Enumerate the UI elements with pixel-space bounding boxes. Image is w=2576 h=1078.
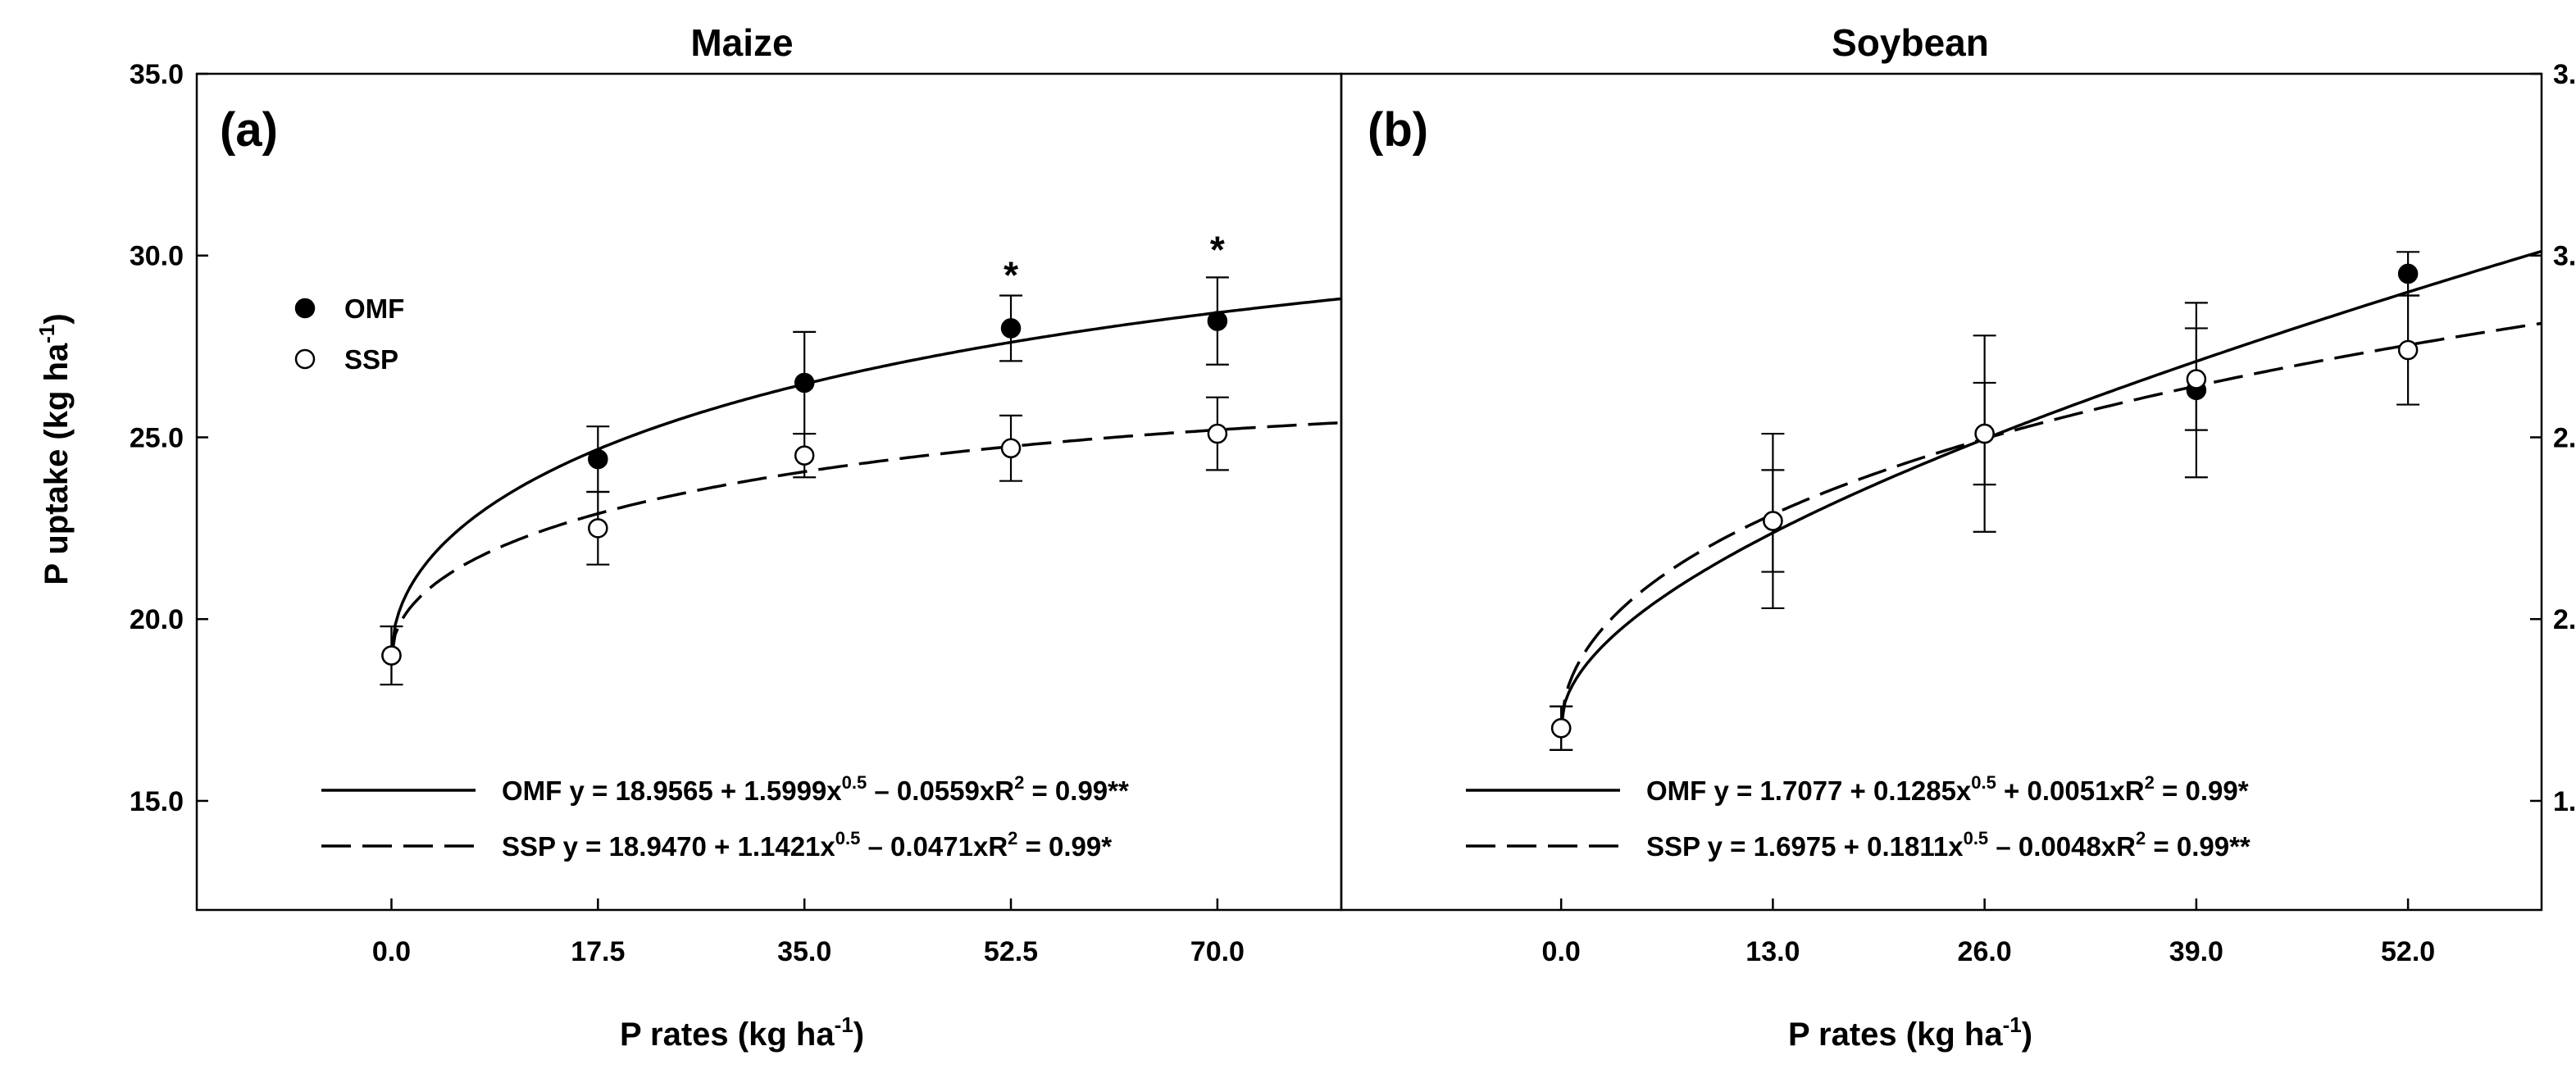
data-point-ssp <box>1207 423 1228 444</box>
equation-text: – 0.0471x <box>860 831 989 862</box>
data-point-omf <box>2397 263 2419 284</box>
significance-marks: ** <box>1004 228 1225 296</box>
data-point-ssp <box>2397 339 2419 361</box>
panel-label: (a) <box>220 103 278 157</box>
x-tick-label: 13.0 <box>1745 936 1800 967</box>
y-tick-label: 3.0 <box>2553 241 2576 272</box>
r2-text: = 0.99** <box>2146 831 2251 862</box>
r2-exponent: 2 <box>1014 772 1024 793</box>
r2-text: R <box>994 776 1014 806</box>
x-tick-label: 0.0 <box>372 936 411 967</box>
x-tick-label: 0.0 <box>1542 936 1581 967</box>
y-tick-label: 20.0 <box>130 604 184 635</box>
plot-frame <box>1340 72 2543 912</box>
equation-text: – 0.0559x <box>867 776 995 806</box>
equation-exponent: 0.5 <box>842 772 867 793</box>
x-tick-label: 52.5 <box>984 936 1038 967</box>
y-tick-label: 35.0 <box>130 59 184 90</box>
data-point-ssp <box>1000 438 1022 459</box>
legend-marker <box>294 348 316 370</box>
equation-text: OMF y = 18.9565 + 1.5999x <box>502 776 842 806</box>
r2-exponent: 2 <box>2145 772 2155 793</box>
y-tick-label: 30.0 <box>130 241 184 272</box>
legend-marker <box>294 298 316 319</box>
y-tick-label: 2.0 <box>2553 604 2576 635</box>
data-point-ssp <box>2186 369 2207 389</box>
fit-curve-ssp <box>1559 321 2542 730</box>
legend-equation: OMF y = 18.9565 + 1.5999x0.5 – 0.0559xR2… <box>502 772 1129 806</box>
data-point-ssp <box>1974 423 1995 444</box>
y-tick-label: 2.5 <box>2553 422 2576 453</box>
y-tick-label: 1.5 <box>2553 786 2576 817</box>
legend-equation: SSP y = 18.9470 + 1.1421x0.5 – 0.0471xR2… <box>502 828 1112 862</box>
data-point-omf <box>1000 318 1022 339</box>
significance-asterisk: * <box>1004 253 1018 296</box>
data-point-omf <box>588 448 608 470</box>
x-tick-label: 26.0 <box>1958 936 2012 967</box>
data-point-omf <box>1207 311 1228 331</box>
fit-curve-omf <box>389 297 1342 657</box>
fit-curve-ssp <box>389 421 1342 658</box>
r2-text: = 0.99** <box>1024 776 1129 806</box>
equation-exponent: 0.5 <box>1964 828 1989 848</box>
equation-exponent: 0.5 <box>835 828 861 848</box>
panel-maize: Maize (a) 0.0 17.5 35.0 52.5 70.0 15.0 20.0 25.… <box>130 21 1343 1053</box>
y-tick-label: 25.0 <box>130 422 184 453</box>
equation-text: SSP y = 18.9470 + 1.1421x <box>502 831 835 862</box>
r2-text: R <box>2125 776 2145 806</box>
x-tick-label: 39.0 <box>2169 936 2223 967</box>
data-point-omf <box>794 372 815 393</box>
y-axis-label: P uptake (kg ha-1) <box>34 313 75 584</box>
data-point-ssp <box>588 518 608 539</box>
x-tick-label: 70.0 <box>1190 936 1245 967</box>
equation-legend: OMF y = 1.7077 + 0.1285x0.5 + 0.0051xR2 … <box>1466 772 2251 862</box>
marker-legend: OMF SSP <box>294 293 404 375</box>
fit-curves <box>1559 249 2542 730</box>
data-point-ssp <box>1763 511 1783 531</box>
r2-text: R <box>2116 831 2136 862</box>
data-points <box>1550 263 2419 739</box>
x-tick-label: 17.5 <box>571 936 625 967</box>
equation-text: OMF y = 1.7077 + 0.1285x <box>1646 776 1972 806</box>
fit-curves <box>389 297 1342 658</box>
panel-title: Maize <box>690 21 793 64</box>
x-tick-label: 35.0 <box>777 936 831 967</box>
tick-group: 0.0 13.0 26.0 39.0 52.0 1.5 2.0 2.5 3.0 3.5 <box>1542 59 2576 967</box>
legend-equation: SSP y = 1.6975 + 0.1811x0.5 – 0.0048xR2 … <box>1646 828 2251 862</box>
significance-asterisk: * <box>1210 228 1225 271</box>
x-axis-label: P rates (kg ha-1) <box>1788 1012 2032 1053</box>
y-tick-label: 15.0 <box>130 786 184 817</box>
y-tick-label: 3.5 <box>2553 59 2576 90</box>
equation-legend: OMF y = 18.9565 + 1.5999x0.5 – 0.0559xR2… <box>321 772 1129 862</box>
panel-soybean: Soybean (b) 0.0 13.0 26.0 39.0 52.0 1.5 2.0 2.5… <box>1340 21 2576 1053</box>
x-tick-label: 52.0 <box>2381 936 2435 967</box>
legend-label: OMF <box>344 293 404 324</box>
panel-label: (b) <box>1368 103 1428 157</box>
legend-label: SSP <box>344 344 398 375</box>
r2-text: = 0.99* <box>1017 831 1112 862</box>
equation-text: SSP y = 1.6975 + 0.1811x <box>1646 831 1964 862</box>
r2-exponent: 2 <box>1008 828 1017 848</box>
data-point-ssp <box>381 645 402 666</box>
data-point-ssp <box>794 445 815 466</box>
panel-title: Soybean <box>1832 21 1989 64</box>
tick-group: 0.0 17.5 35.0 52.5 70.0 15.0 20.0 25.0 30.0 35.0 <box>130 59 1245 967</box>
r2-text: = 0.99* <box>2155 776 2249 806</box>
equation-text: + 0.0051x <box>1996 776 2126 806</box>
equation-exponent: 0.5 <box>1971 772 1996 793</box>
r2-exponent: 2 <box>2136 828 2146 848</box>
data-points <box>381 311 1228 666</box>
data-point-ssp <box>1550 718 1572 739</box>
x-axis-label: P rates (kg ha-1) <box>620 1012 864 1053</box>
fit-curve-omf <box>1559 249 2542 726</box>
r2-text: R <box>988 831 1008 862</box>
legend-equation: OMF y = 1.7077 + 0.1285x0.5 + 0.0051xR2 … <box>1646 772 2249 806</box>
equation-text: – 0.0048x <box>1988 831 2117 862</box>
